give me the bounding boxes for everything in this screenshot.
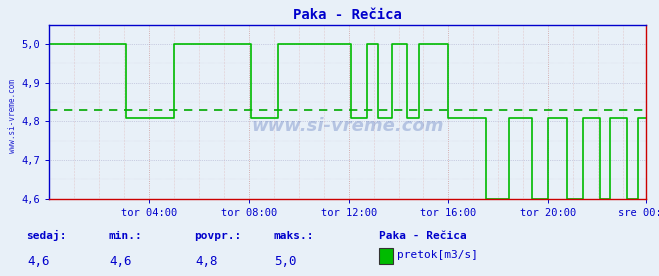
Text: 4,8: 4,8 xyxy=(195,255,217,268)
Text: www.si-vreme.com: www.si-vreme.com xyxy=(8,79,17,153)
Text: www.si-vreme.com: www.si-vreme.com xyxy=(251,117,444,135)
Text: 5,0: 5,0 xyxy=(274,255,297,268)
Text: Paka - Rečica: Paka - Rečica xyxy=(379,231,467,241)
Text: pretok[m3/s]: pretok[m3/s] xyxy=(397,250,478,260)
Text: maks.:: maks.: xyxy=(273,231,314,241)
Title: Paka - Rečica: Paka - Rečica xyxy=(293,8,402,22)
Text: min.:: min.: xyxy=(109,231,142,241)
Text: povpr.:: povpr.: xyxy=(194,231,242,241)
Text: sedaj:: sedaj: xyxy=(26,230,67,241)
Text: 4,6: 4,6 xyxy=(109,255,132,268)
Text: 4,6: 4,6 xyxy=(27,255,49,268)
